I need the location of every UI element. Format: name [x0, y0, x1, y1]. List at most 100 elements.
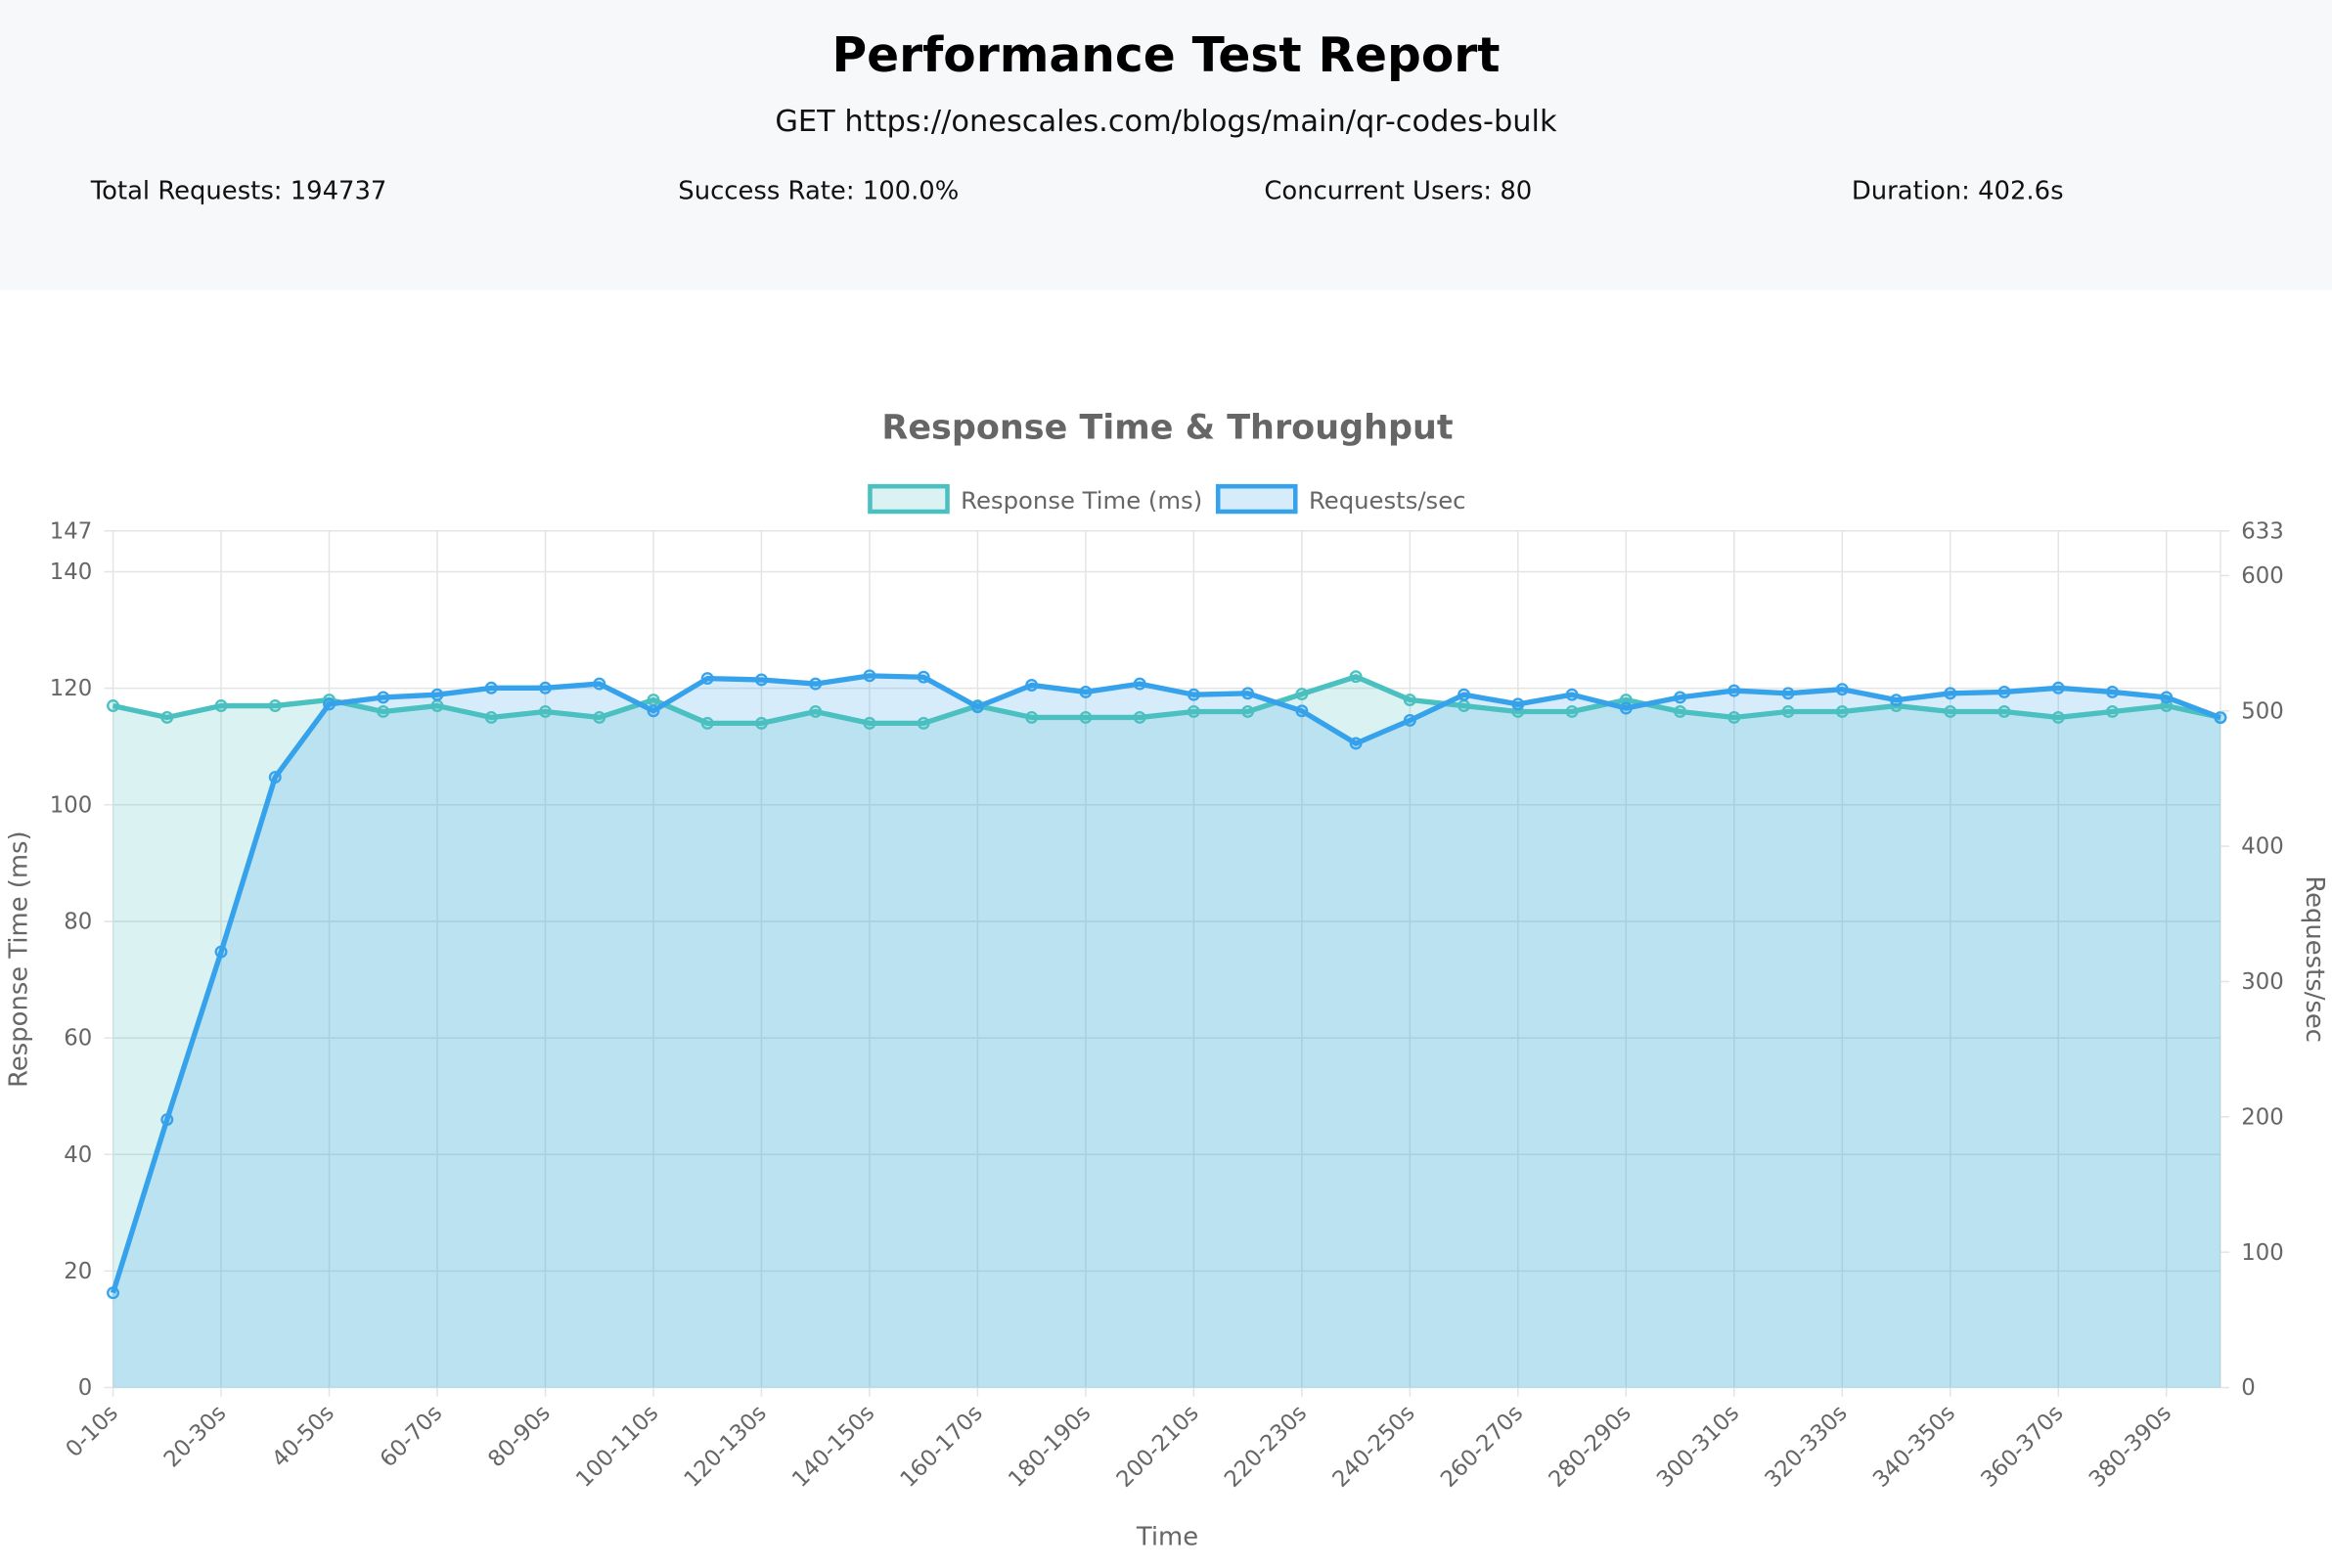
data-point [1835, 705, 1849, 718]
x-tick-label: 200-210s [1112, 1401, 1204, 1493]
data-point [809, 705, 823, 718]
data-point [1295, 704, 1309, 718]
data-point [700, 716, 714, 730]
data-point [1403, 714, 1416, 727]
series-area-1 [112, 675, 2220, 1388]
y2-tick-label: 633 [2241, 518, 2284, 544]
data-point [1944, 705, 1957, 718]
x-tick-label: 20-30s [159, 1401, 232, 1473]
data-point [754, 716, 768, 730]
series-area-0 [112, 676, 2220, 1388]
data-point [1727, 710, 1741, 724]
data-point [2160, 699, 2174, 712]
x-tick-label: 0-10s [62, 1401, 123, 1462]
data-point [754, 673, 768, 687]
y-tick-label: 40 [64, 1142, 92, 1168]
plot-area [107, 669, 2227, 1388]
data-point [2106, 705, 2119, 718]
data-point [484, 710, 498, 724]
y2-tick-label: 100 [2241, 1240, 2284, 1266]
report-header: Performance Test Report GET https://ones… [0, 0, 2332, 291]
data-point [214, 945, 228, 959]
legend-swatch-requests-sec[interactable] [1215, 483, 1298, 515]
data-point [539, 681, 552, 694]
y-axis-title: Response Time (ms) [4, 830, 33, 1087]
legend-label-response-time[interactable]: Response Time (ms) [961, 486, 1202, 515]
data-point [1241, 705, 1255, 718]
y2-tick-label: 0 [2241, 1375, 2256, 1401]
x-tick-label: 160-170s [896, 1401, 988, 1493]
x-tick-label: 140-150s [787, 1401, 879, 1493]
data-point [1619, 701, 1633, 715]
x-tick-label: 80-90s [483, 1401, 556, 1473]
data-point [1458, 688, 1471, 701]
data-point [593, 677, 606, 691]
x-tick-label: 180-190s [1004, 1401, 1096, 1493]
data-point [809, 677, 823, 691]
data-point [863, 669, 876, 683]
data-point [1133, 710, 1146, 724]
data-point [2051, 681, 2065, 694]
data-point [593, 710, 606, 724]
data-point [268, 699, 282, 712]
data-point [1997, 685, 2011, 698]
data-point [539, 705, 552, 718]
data-point [917, 670, 930, 684]
grid [104, 530, 2221, 1397]
data-point [863, 716, 876, 730]
data-point [1997, 705, 2011, 718]
data-point [1674, 705, 1687, 718]
stat-total-requests: Total Requests: 194737 [90, 176, 387, 207]
y-tick-label: 20 [64, 1259, 92, 1284]
data-point [1133, 677, 1146, 691]
data-point [1781, 687, 1795, 700]
y2-tick-label: 600 [2241, 563, 2284, 589]
y-tick-label: 80 [64, 910, 92, 935]
x-tick-label: 120-130s [680, 1401, 772, 1493]
data-point [1674, 691, 1687, 704]
x-tick-label: 100-110s [571, 1401, 663, 1493]
data-point [1187, 705, 1200, 718]
data-point [1944, 687, 1957, 700]
x-tick-label: 300-310s [1652, 1401, 1744, 1493]
y2-axis-title: Requests/sec [2300, 875, 2329, 1043]
y2-tick-label: 200 [2241, 1104, 2284, 1130]
data-point [107, 1286, 120, 1300]
data-point [1565, 705, 1579, 718]
data-point [1079, 710, 1093, 724]
legend-swatch-response-time[interactable] [868, 483, 950, 515]
data-point [2214, 711, 2227, 725]
data-point [700, 672, 714, 686]
data-point [1349, 670, 1363, 684]
data-point [214, 699, 228, 712]
legend[interactable]: Response Time (ms) Requests/sec [868, 483, 1466, 515]
x-tick-label: 280-290s [1544, 1401, 1636, 1493]
data-point [1890, 694, 1903, 707]
series-line-0 [112, 674, 2221, 727]
x-tick-label: 240-250s [1328, 1401, 1420, 1493]
data-point [2160, 691, 2174, 704]
request-url: GET https://onescales.com/blogs/main/qr-… [775, 102, 1557, 139]
data-point [1403, 694, 1416, 707]
x-tick-label: 260-270s [1436, 1401, 1528, 1493]
data-point [107, 699, 120, 712]
x-tick-label: 320-330s [1760, 1401, 1852, 1493]
y-tick-label: 100 [50, 792, 93, 818]
data-point [917, 716, 930, 730]
data-point [970, 700, 984, 714]
data-point [1458, 699, 1471, 712]
y-tick-label: 0 [78, 1375, 93, 1401]
data-point [430, 699, 444, 712]
y2-tick-label: 400 [2241, 834, 2284, 860]
data-point [1025, 679, 1039, 692]
data-point [2051, 710, 2065, 724]
legend-label-requests-sec[interactable]: Requests/sec [1309, 486, 1466, 515]
x-tick-label: 40-50s [267, 1401, 339, 1473]
x-tick-label: 380-390s [2085, 1401, 2176, 1493]
data-point [1781, 705, 1795, 718]
x-tick-label: 340-350s [1868, 1401, 1960, 1493]
stat-concurrent-users: Concurrent Users: 80 [1264, 176, 1533, 207]
stat-duration: Duration: 402.6s [1851, 176, 2064, 207]
y2-tick-label: 500 [2241, 698, 2284, 724]
data-point [160, 710, 174, 724]
